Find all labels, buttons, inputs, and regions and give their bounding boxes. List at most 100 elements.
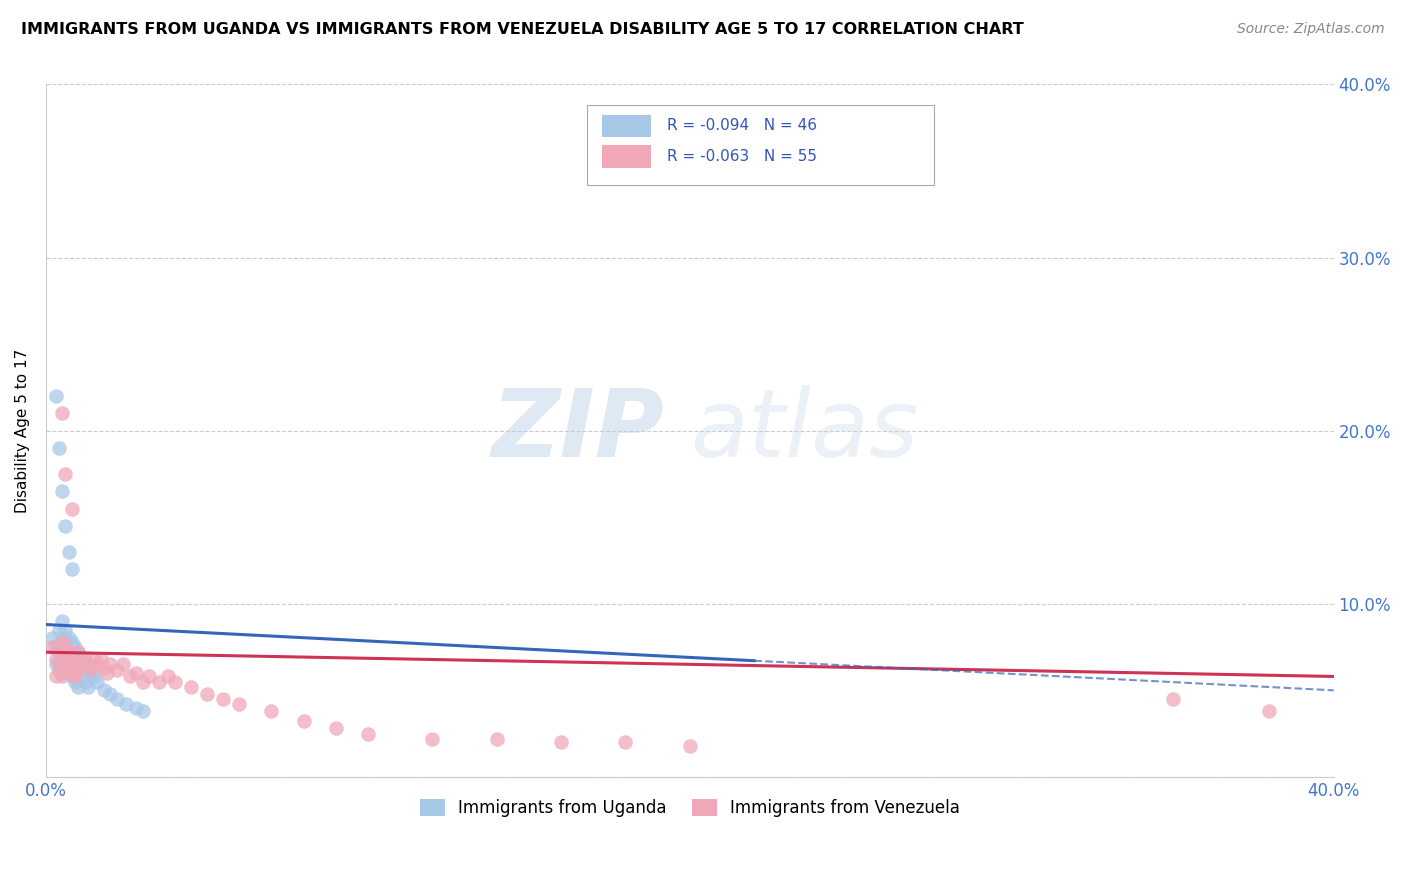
Point	[76, 680, 98, 694]
Point	[70, 669, 93, 683]
Point	[45, 657, 67, 672]
Point	[115, 697, 138, 711]
Point	[58, 665, 80, 680]
Point	[53, 467, 76, 481]
Point	[48, 623, 70, 637]
Point	[67, 663, 90, 677]
Point	[48, 663, 70, 677]
Point	[58, 645, 80, 659]
Point	[58, 632, 80, 646]
Point	[228, 697, 250, 711]
Point	[125, 700, 148, 714]
Point	[112, 657, 135, 672]
Point	[53, 657, 76, 672]
Text: R = -0.094   N = 46: R = -0.094 N = 46	[666, 119, 817, 134]
Point	[98, 687, 121, 701]
Bar	[602, 145, 651, 168]
Point	[51, 669, 73, 683]
Point	[67, 645, 90, 659]
Text: IMMIGRANTS FROM UGANDA VS IMMIGRANTS FROM VENEZUELA DISABILITY AGE 5 TO 17 CORRE: IMMIGRANTS FROM UGANDA VS IMMIGRANTS FRO…	[21, 22, 1024, 37]
Point	[148, 674, 170, 689]
Point	[60, 669, 83, 683]
Point	[90, 652, 112, 666]
Point	[60, 652, 83, 666]
Point	[80, 665, 103, 680]
Point	[51, 665, 73, 680]
Point	[60, 665, 83, 680]
Point	[485, 731, 508, 746]
Text: atlas: atlas	[690, 385, 918, 476]
Point	[420, 731, 443, 746]
Point	[73, 674, 96, 689]
Point	[614, 735, 637, 749]
Point	[73, 657, 96, 672]
Point	[60, 648, 83, 663]
Point	[53, 519, 76, 533]
Point	[51, 648, 73, 663]
Text: R = -0.063   N = 55: R = -0.063 N = 55	[666, 149, 817, 164]
Y-axis label: Disability Age 5 to 17: Disability Age 5 to 17	[15, 349, 30, 513]
Point	[138, 669, 160, 683]
Point	[51, 635, 73, 649]
Point	[98, 657, 121, 672]
Point	[550, 735, 572, 749]
Point	[63, 669, 86, 683]
Point	[93, 661, 115, 675]
Point	[53, 623, 76, 637]
Point	[83, 652, 105, 666]
Point	[63, 657, 86, 672]
Point	[1258, 704, 1281, 718]
Point	[125, 665, 148, 680]
Point	[60, 562, 83, 576]
Point	[96, 665, 118, 680]
Point	[51, 406, 73, 420]
Point	[76, 663, 98, 677]
Point	[83, 669, 105, 683]
Point	[1161, 692, 1184, 706]
Text: ZIP: ZIP	[491, 384, 664, 476]
Bar	[602, 115, 651, 137]
Point	[180, 680, 202, 694]
Point	[80, 663, 103, 677]
Point	[212, 692, 235, 706]
Point	[86, 674, 108, 689]
Point	[53, 640, 76, 654]
Point	[60, 635, 83, 649]
Point	[58, 545, 80, 559]
Point	[357, 726, 380, 740]
Point	[51, 484, 73, 499]
Point	[157, 669, 180, 683]
Point	[51, 652, 73, 666]
Point	[118, 669, 141, 683]
Point	[45, 652, 67, 666]
Point	[67, 645, 90, 659]
Point	[86, 657, 108, 672]
Point	[51, 632, 73, 646]
Point	[48, 640, 70, 654]
Point	[51, 614, 73, 628]
Point	[679, 739, 702, 753]
Point	[105, 692, 128, 706]
Point	[41, 640, 63, 654]
Point	[67, 680, 90, 694]
Point	[48, 657, 70, 672]
Point	[63, 674, 86, 689]
Point	[60, 501, 83, 516]
Point	[45, 669, 67, 683]
Point	[48, 441, 70, 455]
Point	[76, 657, 98, 672]
Point	[70, 657, 93, 672]
Point	[131, 674, 153, 689]
Point	[163, 674, 186, 689]
Point	[73, 652, 96, 666]
Point	[58, 663, 80, 677]
Point	[58, 648, 80, 663]
Legend: Immigrants from Uganda, Immigrants from Venezuela: Immigrants from Uganda, Immigrants from …	[413, 792, 966, 824]
Point	[195, 687, 218, 701]
Point	[63, 640, 86, 654]
Point	[53, 640, 76, 654]
Point	[260, 704, 283, 718]
Point	[131, 704, 153, 718]
Point	[93, 683, 115, 698]
Point	[67, 663, 90, 677]
